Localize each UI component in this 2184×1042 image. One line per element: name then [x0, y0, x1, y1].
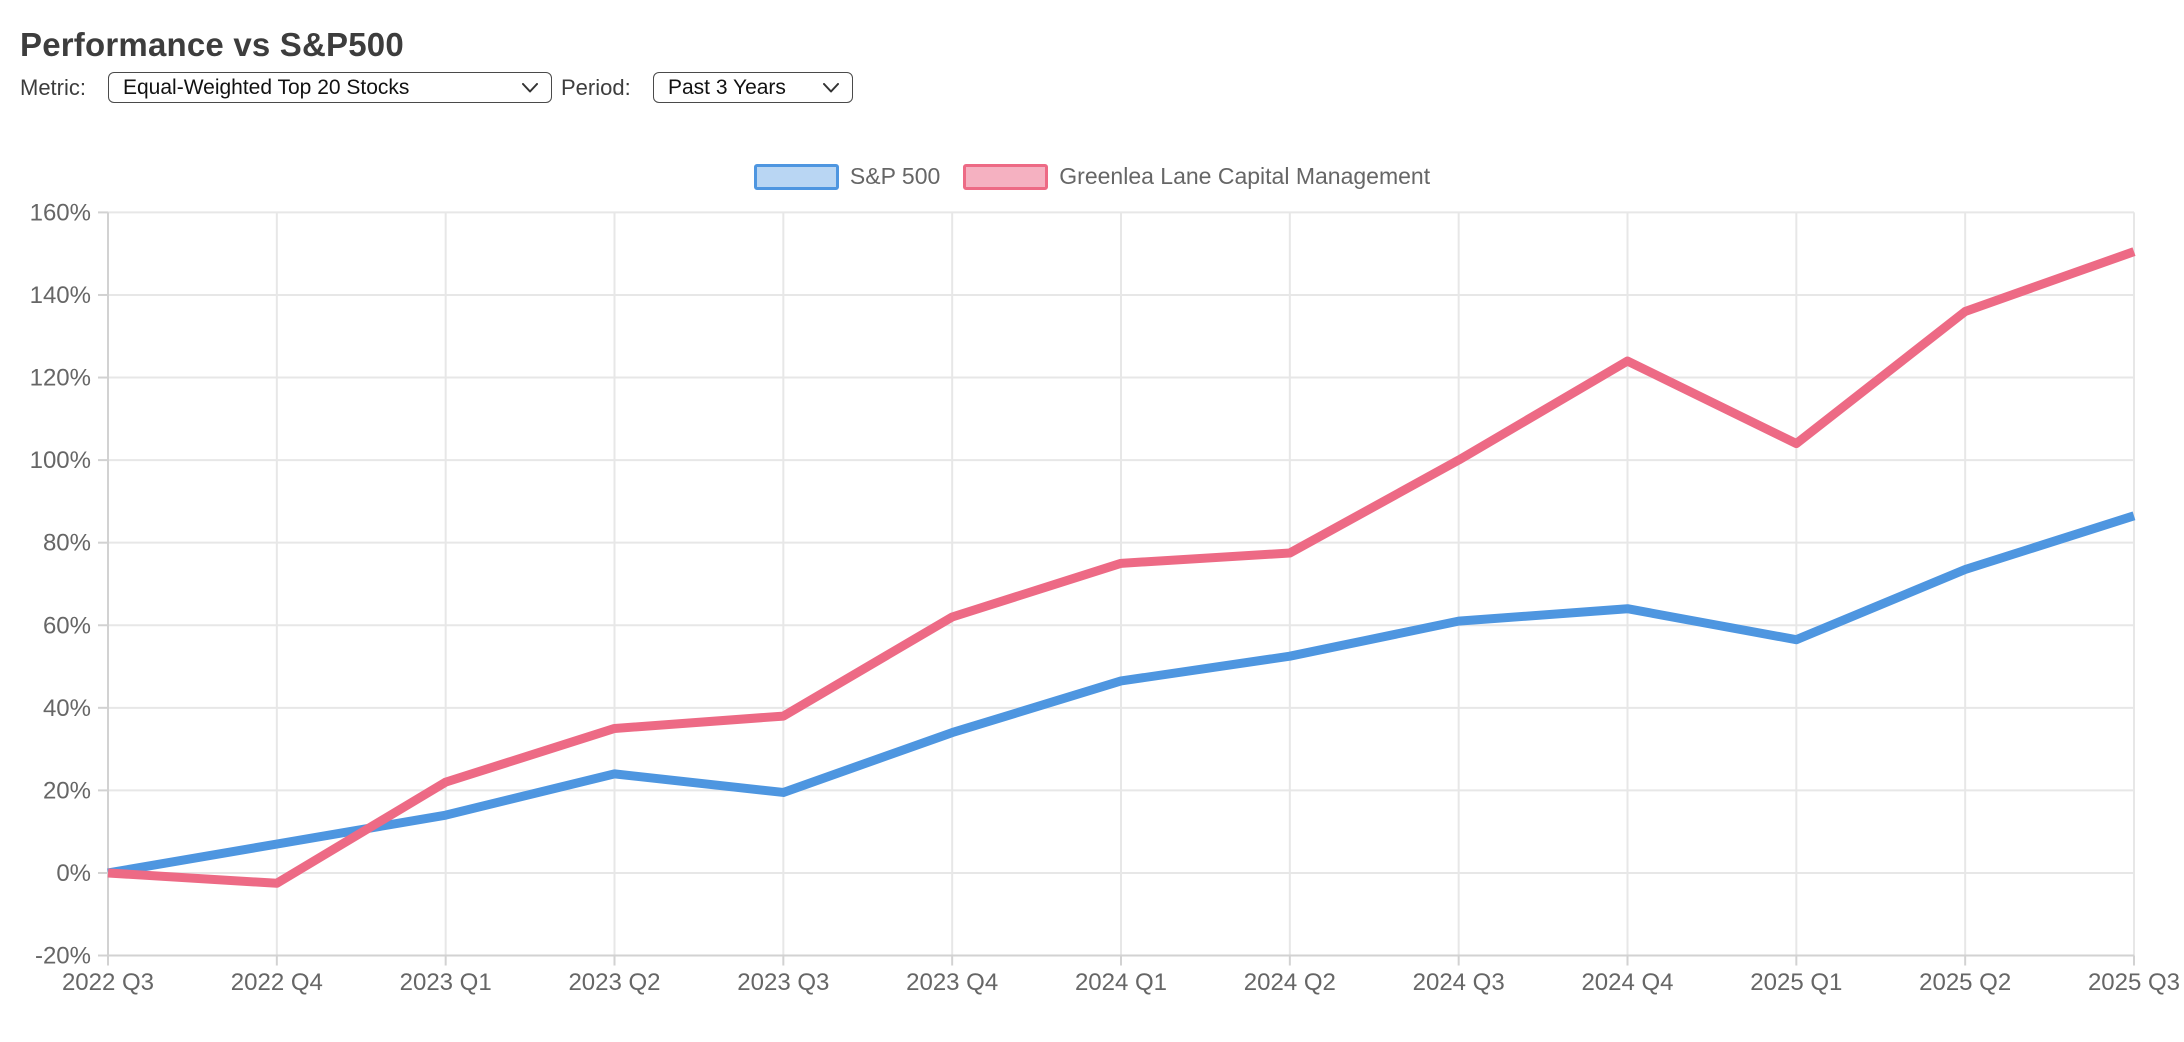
svg-text:0%: 0%: [56, 860, 91, 887]
period-select-value: Past 3 Years: [668, 75, 786, 99]
svg-text:2023 Q2: 2023 Q2: [568, 969, 660, 996]
svg-text:60%: 60%: [43, 612, 91, 639]
svg-text:2025 Q2: 2025 Q2: [1919, 969, 2011, 996]
svg-text:2024 Q1: 2024 Q1: [1075, 969, 1167, 996]
legend-item-sp500[interactable]: S&P 500: [753, 163, 941, 190]
metric-select-value: Equal-Weighted Top 20 Stocks: [123, 75, 410, 99]
svg-text:2024 Q2: 2024 Q2: [1244, 969, 1336, 996]
legend-label-greenlea: Greenlea Lane Capital Management: [1059, 163, 1431, 189]
period-select[interactable]: Past 3 Years: [653, 72, 853, 103]
svg-text:80%: 80%: [43, 530, 91, 557]
controls-bar: Metric: Equal-Weighted Top 20 Stocks Per…: [0, 72, 2184, 106]
svg-text:2022 Q3: 2022 Q3: [62, 969, 154, 996]
svg-text:-20%: -20%: [35, 943, 91, 970]
svg-text:2022 Q4: 2022 Q4: [231, 969, 323, 996]
series-line: [107, 511, 2136, 878]
legend-label-sp500: S&P 500: [849, 163, 941, 189]
svg-text:120%: 120%: [30, 365, 91, 392]
chevron-down-icon: [823, 82, 839, 92]
legend-swatch-greenlea: [963, 163, 1049, 190]
svg-text:2024 Q4: 2024 Q4: [1581, 969, 1673, 996]
svg-text:100%: 100%: [30, 447, 91, 474]
page-title: Performance vs S&P500: [20, 26, 404, 63]
svg-text:2025 Q3: 2025 Q3: [2088, 969, 2180, 996]
period-label: Period:: [561, 75, 631, 100]
svg-text:2024 Q3: 2024 Q3: [1413, 969, 1505, 996]
svg-text:20%: 20%: [43, 777, 91, 804]
chevron-down-icon: [522, 82, 538, 92]
svg-text:2023 Q3: 2023 Q3: [737, 969, 829, 996]
svg-text:40%: 40%: [43, 695, 91, 722]
metric-select[interactable]: Equal-Weighted Top 20 Stocks: [108, 72, 552, 103]
series-line: [107, 247, 2136, 888]
legend-swatch-sp500: [753, 163, 839, 190]
svg-text:140%: 140%: [30, 282, 91, 309]
svg-text:2023 Q1: 2023 Q1: [400, 969, 492, 996]
svg-text:160%: 160%: [30, 199, 91, 226]
legend: S&P 500 Greenlea Lane Capital Management: [0, 163, 2184, 190]
metric-label: Metric:: [20, 75, 86, 100]
legend-item-greenlea[interactable]: Greenlea Lane Capital Management: [963, 163, 1430, 190]
svg-text:2023 Q4: 2023 Q4: [906, 969, 998, 996]
svg-text:2025 Q1: 2025 Q1: [1750, 969, 1842, 996]
